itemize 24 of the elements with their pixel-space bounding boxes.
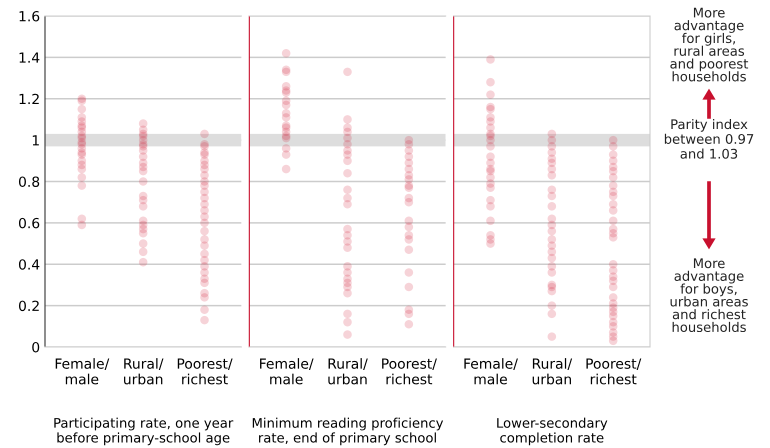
- y-tick-label: 1.4: [20, 52, 40, 63]
- y-tick-label: 0: [32, 342, 40, 352]
- y-tick-label: 0.4: [18, 259, 40, 270]
- x-tick-label: Poorest/ richest: [178, 358, 233, 384]
- y-tick-label: 1.2: [20, 94, 39, 104]
- text: More advantage for girls, rural areas and poorest households: [670, 8, 748, 82]
- x-axis-title: Participating rate, one year before primary-school age: [54, 418, 234, 446]
- x-tick-label: Rural/ urban: [328, 358, 368, 384]
- x-tick-label: Poorest/ richest: [382, 358, 437, 384]
- y-tick-label: 0.6: [18, 218, 40, 228]
- x-tick-label: Female/ male: [464, 358, 518, 384]
- y-tick-label: 1.6: [20, 10, 40, 22]
- y-tick-label: 0.8: [18, 176, 40, 187]
- x-axis-title: Minimum reading proficiency rate, end of primary school: [252, 418, 444, 446]
- band-label: Parity index between 0.97 and 1.03: [664, 118, 754, 159]
- y-tick-label: 1: [32, 135, 39, 146]
- text: More advantage for boys, urban areas and richest households: [670, 258, 748, 332]
- x-tick-label: Rural/ urban: [124, 358, 164, 384]
- y-tick-label: 0.2: [18, 300, 39, 312]
- x-tick-label: Poorest/ richest: [586, 358, 642, 384]
- x-tick-label: Rural/ urban: [532, 358, 572, 384]
- x-axis-title: Lower-secondary completion rate: [497, 418, 608, 446]
- x-tick-label: Female/ male: [260, 358, 314, 384]
- x-tick-label: Female/ male: [56, 358, 110, 384]
